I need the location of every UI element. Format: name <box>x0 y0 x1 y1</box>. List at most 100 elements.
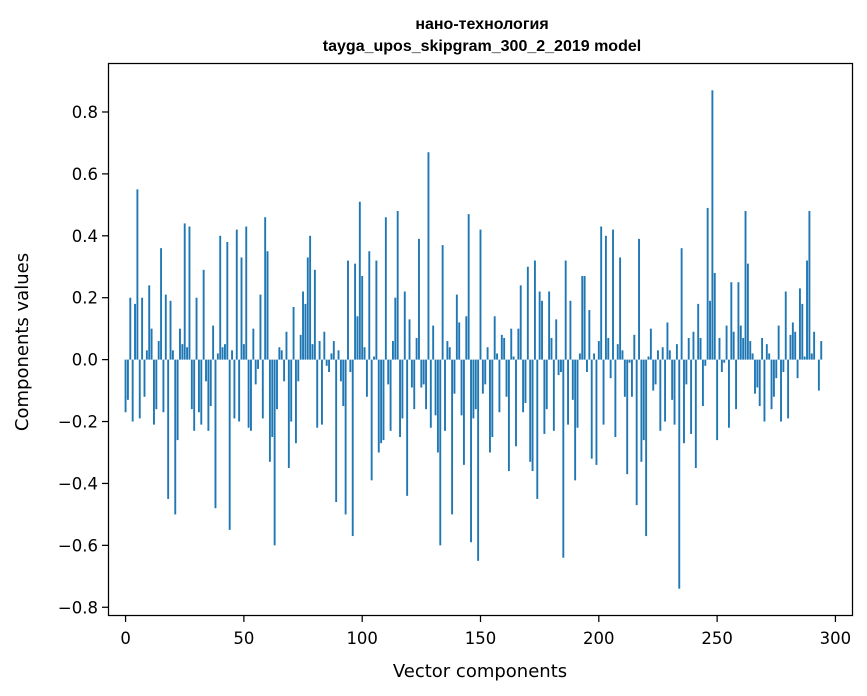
y-tick-label: −0.6 <box>58 536 98 555</box>
y-tick-label: −0.4 <box>58 474 98 493</box>
x-tick-label: 200 <box>583 629 615 648</box>
bar <box>675 344 678 360</box>
bar <box>162 359 165 413</box>
bar <box>817 359 820 391</box>
bar <box>202 269 205 360</box>
bar <box>240 257 243 360</box>
bar <box>690 359 693 434</box>
bar <box>167 359 170 499</box>
bar <box>569 300 572 360</box>
bar <box>425 359 428 410</box>
bar <box>403 291 406 360</box>
x-axis-label: Vector components <box>393 661 567 682</box>
bar <box>368 251 371 360</box>
bar <box>205 359 207 382</box>
bar <box>441 245 444 360</box>
bar <box>321 359 323 425</box>
bar <box>789 334 792 360</box>
bar <box>794 331 797 360</box>
bar <box>342 359 345 407</box>
bar <box>212 325 215 360</box>
bar <box>219 235 222 360</box>
bar <box>647 356 650 360</box>
bar <box>216 353 219 360</box>
bar <box>555 319 558 360</box>
bar <box>145 350 148 360</box>
bar <box>195 297 198 360</box>
bar <box>507 359 510 472</box>
bar <box>164 294 167 360</box>
bar <box>628 359 631 363</box>
bar <box>131 359 134 422</box>
chart-title-line-2: tayga_upos_skipgram_300_2_2019 model <box>323 38 641 55</box>
bar <box>754 359 756 394</box>
bar <box>197 359 200 413</box>
bar <box>373 356 375 360</box>
bar <box>659 359 662 431</box>
bar-series <box>124 90 823 589</box>
bar <box>304 303 307 360</box>
bar <box>297 359 300 382</box>
bar <box>302 291 304 360</box>
bar <box>692 331 695 360</box>
bar <box>671 359 674 400</box>
bar <box>129 297 132 360</box>
bar <box>657 350 659 360</box>
x-tick-label: 250 <box>701 629 733 648</box>
y-tick-label: 0.4 <box>72 227 98 246</box>
bar <box>337 350 340 360</box>
bar <box>186 347 189 360</box>
bar <box>780 359 782 422</box>
bar <box>730 282 733 360</box>
bar <box>410 359 413 388</box>
bar <box>413 359 416 410</box>
bar <box>548 291 551 360</box>
bar <box>640 359 643 462</box>
bar <box>678 359 681 589</box>
bar <box>245 226 248 360</box>
bar <box>576 359 579 428</box>
bar <box>268 359 271 462</box>
bar <box>396 211 399 360</box>
bar <box>749 341 752 360</box>
bar <box>701 359 704 407</box>
bar <box>505 359 508 397</box>
bar <box>524 359 527 403</box>
bar <box>358 201 361 360</box>
bar <box>339 359 342 382</box>
bar <box>602 359 605 425</box>
bar <box>619 257 622 360</box>
bar <box>668 350 671 360</box>
bar <box>155 359 158 410</box>
bar <box>529 359 532 462</box>
bar <box>803 356 806 360</box>
bar <box>744 211 747 360</box>
bar <box>685 359 688 385</box>
bar <box>787 359 790 419</box>
bar <box>503 337 506 360</box>
bar <box>772 359 775 397</box>
bar <box>153 359 155 425</box>
bar <box>560 359 562 372</box>
bar <box>623 359 626 397</box>
bar <box>273 359 276 546</box>
bar <box>761 337 764 360</box>
bar <box>150 328 153 360</box>
bar <box>347 260 349 360</box>
bar <box>751 353 754 360</box>
bar <box>479 229 482 360</box>
bar <box>704 359 707 366</box>
bar <box>791 322 794 360</box>
bar <box>578 353 581 360</box>
bar <box>392 341 394 360</box>
bar <box>252 328 255 360</box>
bar <box>763 359 766 422</box>
bar <box>742 337 745 360</box>
bar <box>276 359 278 410</box>
bar <box>330 353 333 360</box>
bar <box>799 288 801 360</box>
bar <box>699 337 702 360</box>
bar <box>254 359 257 385</box>
bar <box>453 359 456 394</box>
bar <box>595 359 598 465</box>
